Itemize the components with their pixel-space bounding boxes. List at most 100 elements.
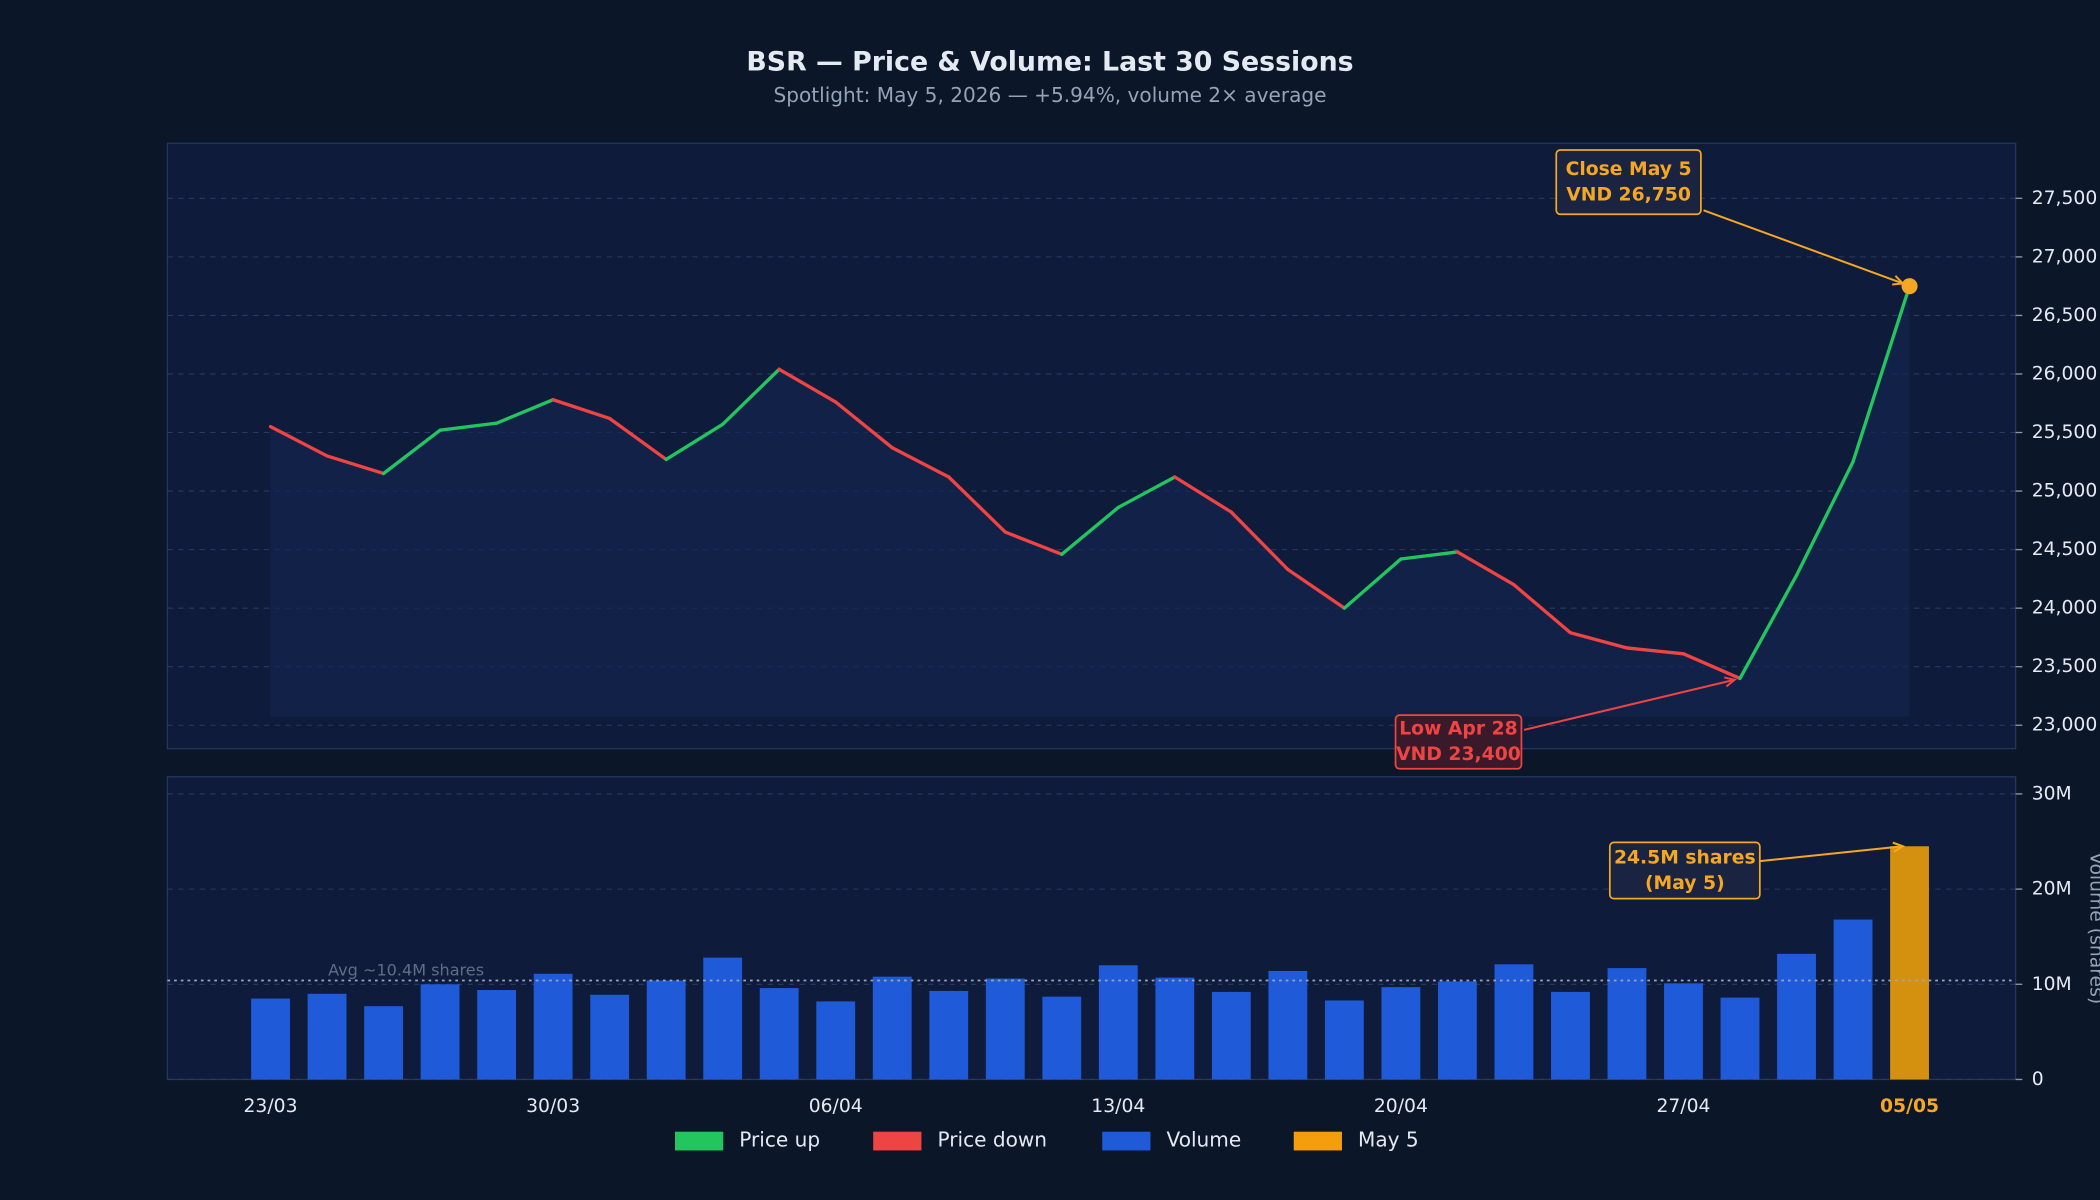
y-tick-label: 27,500: [2032, 188, 2098, 209]
close-marker: [1901, 278, 1918, 295]
price-segment: [1286, 567, 1347, 610]
legend-swatch: [1293, 1131, 1342, 1151]
volume-bar: [307, 993, 347, 1080]
volume-bar: [872, 976, 912, 1080]
volume-bar: [1833, 919, 1873, 1080]
x-tick-label: 23/03: [244, 1096, 298, 1117]
legend-swatch: [1102, 1131, 1151, 1151]
volume-bar: [251, 998, 290, 1080]
x-tick-label: 30/03: [526, 1096, 580, 1117]
y-tick-label: 20M: [2032, 879, 2072, 900]
legend-label: May 5: [1358, 1128, 1419, 1152]
x-tick-label: 27/04: [1656, 1096, 1710, 1117]
price-segment: [1060, 505, 1120, 556]
legend-swatch: [675, 1131, 724, 1151]
price-segment: [721, 367, 781, 426]
y-tick-label: 23,500: [2032, 656, 2098, 677]
volume-bar: [759, 988, 799, 1080]
price-segment: [1116, 475, 1177, 510]
volume-bar: [1098, 965, 1138, 1080]
y-tick-label: 24,000: [2032, 598, 2098, 619]
annotation-text: VND 23,400: [1396, 744, 1521, 765]
price-segment: [1568, 631, 1629, 650]
annotation-text: Close May 5: [1566, 159, 1692, 180]
price-segment: [1625, 646, 1686, 656]
annotation-text: (May 5): [1645, 873, 1725, 894]
y-tick-label: 26,500: [2032, 305, 2098, 326]
volume-bar: [1494, 964, 1534, 1080]
x-tick-label: 20/04: [1374, 1096, 1428, 1117]
y-tick-label: 30M: [2032, 783, 2072, 804]
y-tick-label: 23,000: [2032, 715, 2098, 736]
annotation-arrow: [1703, 209, 1904, 285]
annotation-text: VND 26,750: [1566, 184, 1691, 205]
price-segment: [1851, 284, 1912, 464]
volume-bar: [1042, 996, 1082, 1080]
price-segment: [777, 367, 838, 404]
price-segment: [947, 475, 1007, 534]
price-segment: [1738, 573, 1799, 681]
chart-title: BSR — Price & Volume: Last 30 Sessions: [746, 46, 1353, 77]
volume-axis-label: Volume (shares): [2085, 852, 2100, 1004]
volume-bar: [364, 1006, 403, 1080]
legend-label: Price down: [938, 1128, 1048, 1152]
volume-bar: [1155, 977, 1195, 1080]
price-segment: [1455, 550, 1516, 587]
y-tick-label: 0: [2032, 1069, 2044, 1090]
volume-bar: [1551, 991, 1590, 1080]
volume-bar: [646, 980, 686, 1080]
price-segment: [381, 428, 442, 476]
price-segment: [834, 400, 894, 450]
volume-bar: [985, 978, 1025, 1080]
price-segment: [890, 446, 951, 479]
annotation-box: [1555, 149, 1702, 216]
legend-label: Volume: [1167, 1128, 1242, 1152]
legend-label: Price up: [739, 1128, 820, 1152]
volume-bar: [1381, 987, 1421, 1080]
price-segment: [607, 416, 668, 462]
price-segment: [664, 422, 725, 462]
annotation-text: 24.5M shares: [1614, 847, 1756, 868]
volume-bar: [1777, 953, 1816, 1080]
legend-swatch: [873, 1131, 922, 1151]
volume-panel: [166, 776, 2017, 1081]
volume-bar: [1268, 970, 1308, 1080]
volume-bar: [816, 1001, 856, 1080]
average-label: Avg ~10.4M shares: [328, 961, 484, 980]
price-segment: [1399, 550, 1460, 561]
price-segment: [1681, 652, 1742, 681]
x-tick-label: 05/05: [1880, 1096, 1939, 1117]
y-tick-label: 25,000: [2032, 481, 2098, 502]
volume-bar: [1324, 1000, 1364, 1080]
arrow-head: [1892, 275, 1906, 286]
arrow-head: [1723, 676, 1737, 688]
volume-bar: [1437, 981, 1477, 1080]
volume-bar: [1211, 991, 1251, 1080]
volume-bar: [1720, 997, 1760, 1080]
annotation-arrow: [1523, 678, 1735, 731]
price-segment: [494, 398, 555, 425]
price-segment: [1173, 475, 1234, 514]
volume-bar: [929, 990, 969, 1080]
annotation-text: Low Apr 28: [1399, 719, 1517, 740]
volume-bar: [1607, 968, 1647, 1080]
y-tick-label: 10M: [2032, 974, 2072, 995]
y-tick-label: 24,500: [2032, 539, 2098, 560]
volume-bar: [420, 984, 460, 1080]
x-tick-label: 06/04: [809, 1096, 863, 1117]
annotation-arrow: [1759, 845, 1903, 863]
price-segment: [325, 454, 386, 476]
x-tick-label: 13/04: [1091, 1096, 1145, 1117]
volume-bar: [477, 989, 517, 1080]
volume-bar: [533, 973, 573, 1080]
volume-bar: [1890, 846, 1929, 1080]
price-segment: [551, 398, 612, 421]
price-segment: [1794, 460, 1855, 578]
annotation-box: [1608, 841, 1761, 900]
volume-bar: [1664, 983, 1703, 1080]
price-segment: [1003, 530, 1064, 556]
price-segment: [1342, 557, 1403, 610]
price-segment: [1229, 510, 1290, 572]
